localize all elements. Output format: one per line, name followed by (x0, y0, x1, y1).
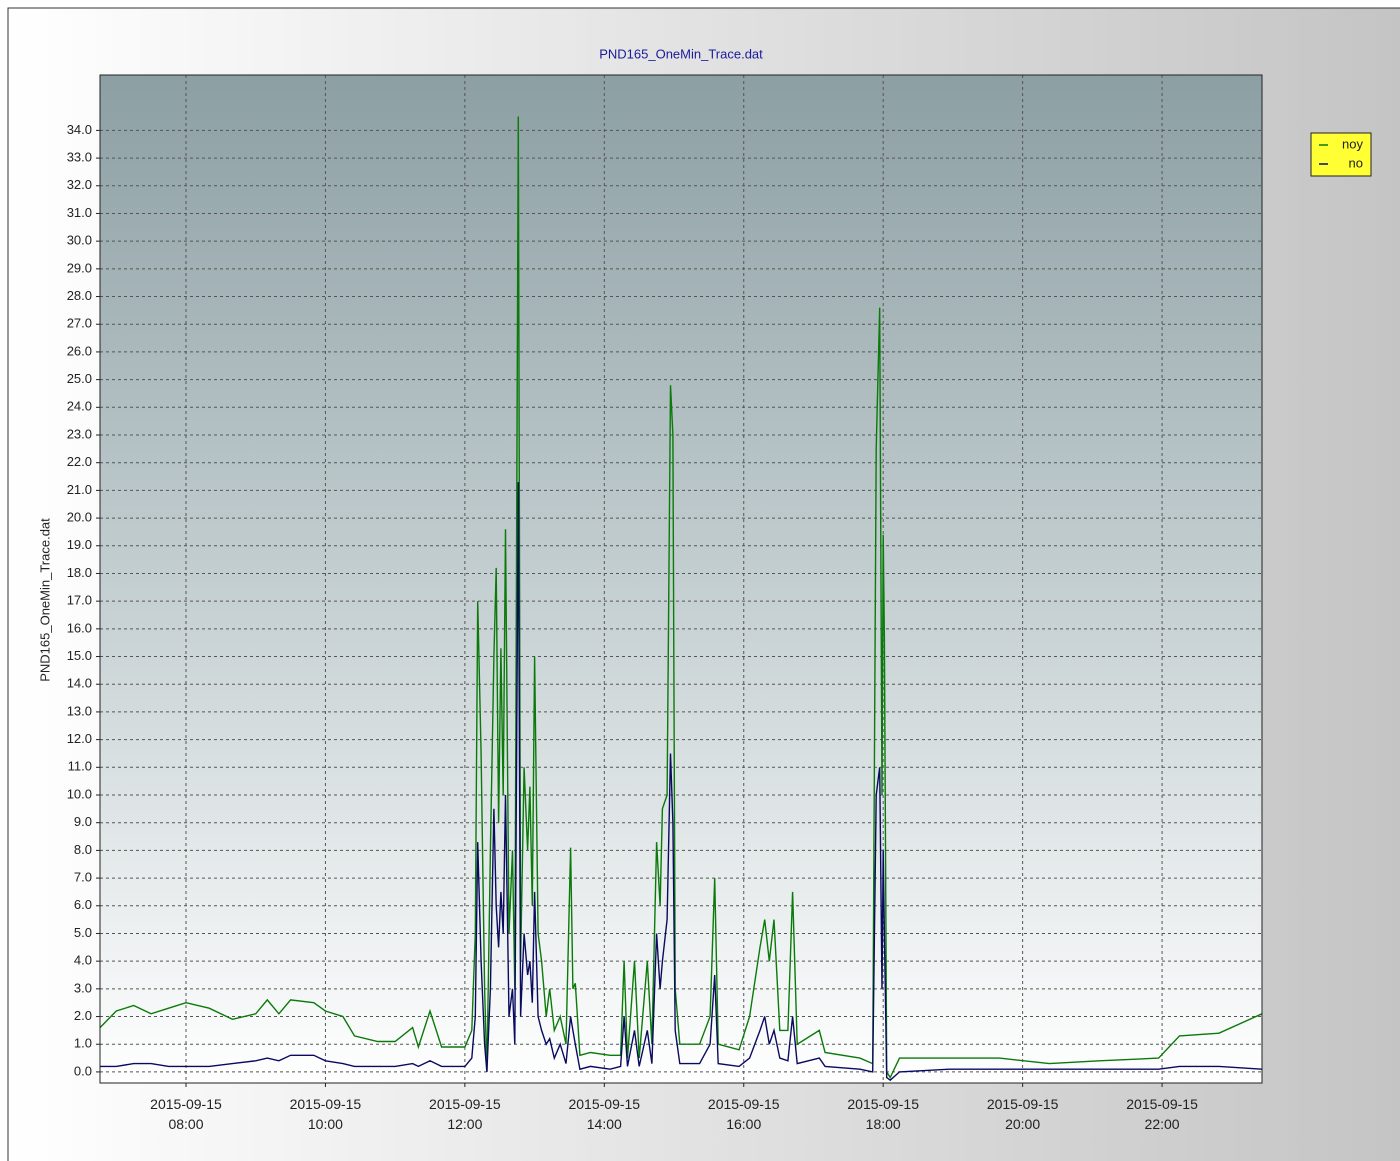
y-tick-label: 22.0 (67, 454, 92, 469)
y-tick-label: 28.0 (67, 288, 92, 303)
y-tick-label: 12.0 (67, 731, 92, 746)
y-tick-label: 6.0 (74, 897, 92, 912)
y-tick-label: 21.0 (67, 482, 92, 497)
x-tick-label: 2015-09-15 18:00 (847, 1096, 919, 1132)
series-line (100, 482, 1262, 1082)
y-tick-label: 32.0 (67, 177, 92, 192)
x-tick-label: 2015-09-15 12:00 (429, 1096, 501, 1132)
y-tick-label: 10.0 (67, 786, 92, 801)
y-tick-label: 9.0 (74, 814, 92, 829)
y-tick-label: 34.0 (67, 122, 92, 137)
series-line (100, 116, 1262, 1079)
y-tick-label: 0.0 (74, 1063, 92, 1078)
y-tick-label: 17.0 (67, 593, 92, 608)
y-tick-label: 13.0 (67, 703, 92, 718)
y-tick-label: 2.0 (74, 1008, 92, 1023)
y-tick-label: 25.0 (67, 371, 92, 386)
y-tick-label: 23.0 (67, 426, 92, 441)
chart-title: PND165_OneMin_Trace.dat (599, 46, 763, 61)
x-tick-label: 2015-09-15 14:00 (568, 1096, 641, 1132)
y-tick-label: 24.0 (67, 399, 92, 414)
y-tick-label: 20.0 (67, 510, 92, 525)
x-tick-label: 2015-09-15 20:00 (986, 1096, 1059, 1132)
x-tick-label: 2015-09-15 10:00 (289, 1096, 362, 1132)
y-tick-label: 14.0 (67, 676, 92, 691)
plot-area (100, 75, 1262, 1083)
y-tick-label: 11.0 (68, 759, 92, 774)
y-tick-label: 26.0 (67, 343, 92, 358)
legend-label: no (1349, 155, 1363, 170)
x-tick-label: 2015-09-15 08:00 (150, 1096, 222, 1132)
y-axis-title: PND165_OneMin_Trace.dat (37, 518, 52, 682)
legend-label: noy (1342, 136, 1363, 151)
y-tick-label: 4.0 (74, 953, 92, 968)
y-tick-label: 19.0 (67, 537, 92, 552)
y-tick-label: 3.0 (74, 980, 92, 995)
y-tick-label: 29.0 (67, 260, 92, 275)
y-tick-label: 33.0 (67, 150, 92, 165)
y-tick-label: 16.0 (67, 620, 92, 635)
x-tick-label: 2015-09-15 22:00 (1126, 1096, 1198, 1132)
y-tick-label: 8.0 (74, 842, 92, 857)
y-tick-label: 27.0 (67, 316, 92, 331)
y-tick-label: 18.0 (67, 565, 92, 580)
y-tick-label: 30.0 (67, 233, 92, 248)
y-tick-label: 7.0 (74, 870, 92, 885)
y-tick-label: 5.0 (74, 925, 92, 940)
y-tick-label: 31.0 (67, 205, 92, 220)
y-tick-label: 1.0 (74, 1036, 92, 1051)
x-tick-label: 2015-09-15 16:00 (707, 1096, 780, 1132)
legend-box (1310, 132, 1372, 177)
y-tick-label: 15.0 (67, 648, 92, 663)
plot-border (99, 74, 1263, 1084)
